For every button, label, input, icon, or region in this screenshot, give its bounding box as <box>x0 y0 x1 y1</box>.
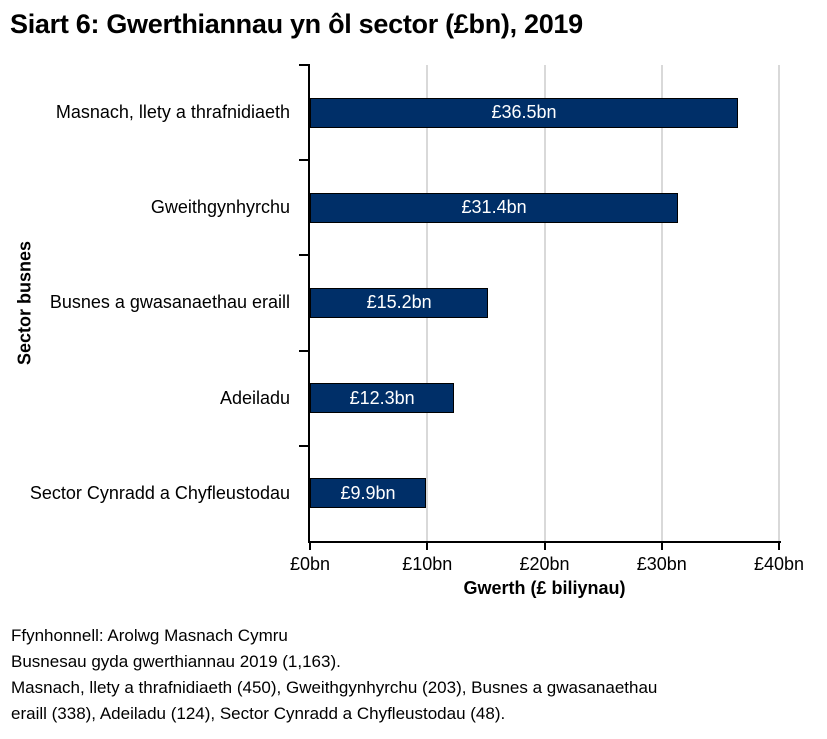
bar-row-4: £12.3bn <box>310 351 779 446</box>
category-label-3: Busnes a gwasanaethau eraill <box>49 292 290 313</box>
bar-4: £12.3bn <box>310 383 455 414</box>
y-tick-0 <box>299 64 310 66</box>
y-tick-4 <box>299 444 310 447</box>
bar-row-3: £15.2bn <box>310 255 779 350</box>
category-labels: Masnach, llety a thrafnidiaeth Gweithgynh… <box>0 65 300 541</box>
y-axis-line <box>308 65 310 543</box>
bar-value-label: £9.9bn <box>340 482 396 503</box>
bar-row-2: £31.4bn <box>310 160 779 255</box>
x-tick-3 <box>660 543 663 550</box>
x-tick-4 <box>778 543 780 550</box>
x-axis-title: Gwerth (£ biliynau) <box>463 578 626 598</box>
category-label-1: Masnach, llety a thrafnidiaeth <box>55 102 290 123</box>
footer-source-notes: Ffynhonnell: Arolwg Masnach Cymru Busnesa… <box>11 623 657 727</box>
footer-line-3: Masnach, llety a thrafnidiaeth (450), Gw… <box>11 678 658 697</box>
footer-line-1: Ffynhonnell: Arolwg Masnach Cymru <box>11 626 288 645</box>
x-axis-line <box>308 541 781 543</box>
x-tick-1 <box>426 543 429 550</box>
bar-row-5: £9.9bn <box>310 446 779 541</box>
x-tick-label-1: £10bn <box>402 554 453 574</box>
x-tick-2 <box>543 543 546 550</box>
x-tick-label-0: £0bn <box>289 554 331 574</box>
plot-rows: £36.5bn £31.4bn £15.2bn £12.3bn £9.9bn <box>310 65 779 541</box>
x-tick-label-2: £20bn <box>519 554 570 574</box>
category-label-5: Sector Cynradd a Chyfleustodau <box>29 482 290 503</box>
plot-area: £36.5bn £31.4bn £15.2bn £12.3bn £9.9bn £0bn £… <box>290 64 804 574</box>
x-tick-0 <box>309 543 311 550</box>
bar-value-label: £15.2bn <box>366 292 432 313</box>
bar-value-label: £36.5bn <box>491 102 557 123</box>
category-label-4: Adeiladu <box>219 387 290 408</box>
y-tick-3 <box>299 349 310 352</box>
gridline-3 <box>660 65 663 541</box>
y-tick-1 <box>299 159 310 162</box>
y-tick-2 <box>299 254 310 257</box>
chart-title: Siart 6: Gwerthiannau yn ôl sector (£bn)… <box>10 9 583 39</box>
bar-value-label: £31.4bn <box>461 197 527 218</box>
category-label-2: Gweithgynhyrchu <box>150 197 290 218</box>
bar-2: £31.4bn <box>310 192 679 223</box>
x-tick-label-3: £30bn <box>636 554 687 574</box>
footer-line-2: Busnesau gyda gwerthiannau 2019 (1,163). <box>11 652 341 671</box>
bar-1: £36.5bn <box>310 97 738 128</box>
gridline-4 <box>778 65 780 541</box>
bar-value-label: £12.3bn <box>349 387 415 408</box>
footer-line-4: eraill (338), Adeiladu (124), Sector Cyn… <box>11 704 506 723</box>
gridline-2 <box>543 65 546 541</box>
bar-row-1: £36.5bn <box>310 65 779 160</box>
bar-5: £9.9bn <box>310 478 427 509</box>
x-tick-label-4: £40bn <box>753 554 805 574</box>
bar-3: £15.2bn <box>310 287 489 318</box>
